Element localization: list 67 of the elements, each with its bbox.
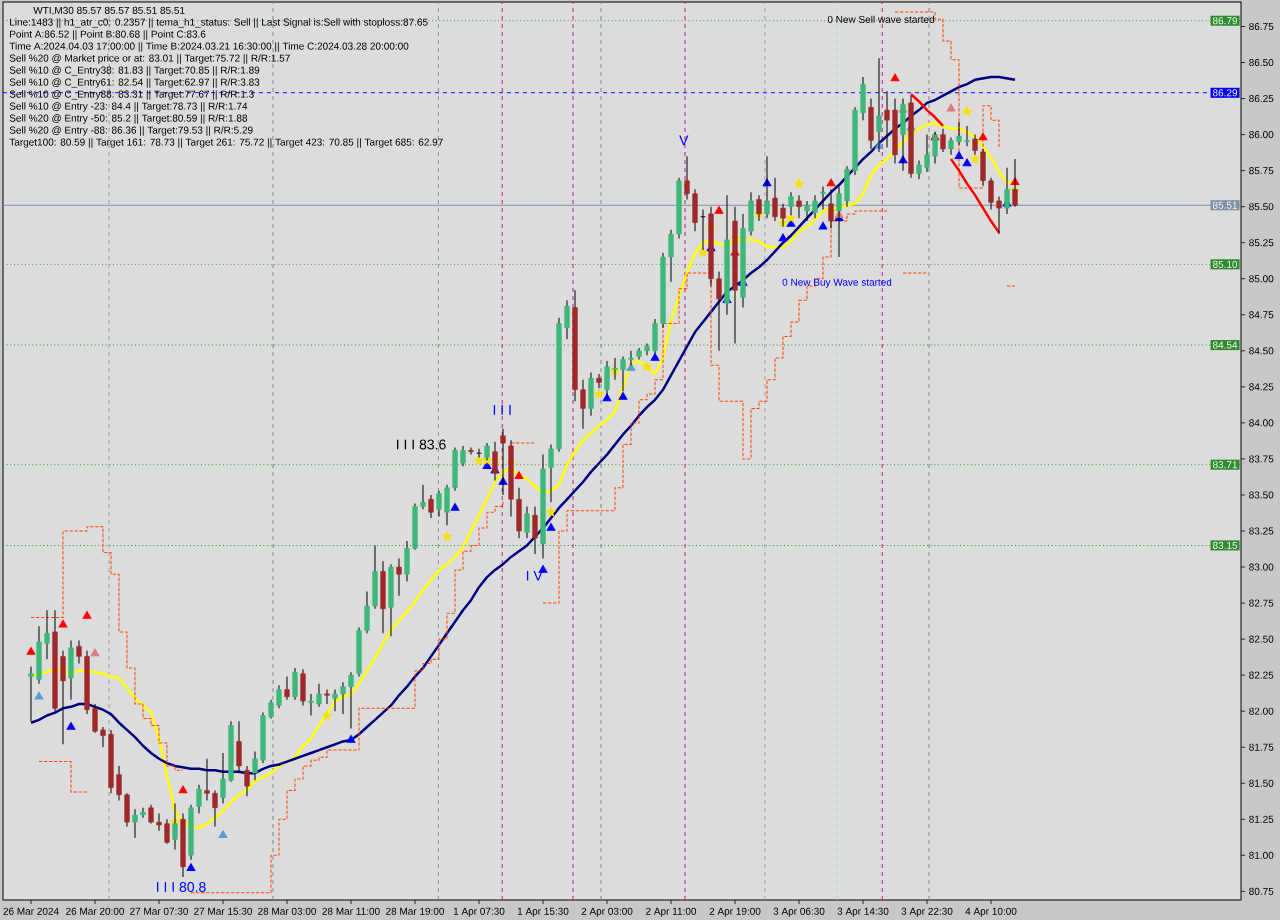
y-tick-label: 82.75 [1249,599,1274,607]
y-tick-label: 82.50 [1249,635,1274,643]
x-tick-label: 28 Mar 03:00 [258,907,317,915]
ref-line-label: 83.71 [1212,461,1238,469]
annotation: Time A:2024.04.03 17:00:00 || Time B:2024.03.21 16:30:00 || Time C:2024.03.28 20:00:00 [9,42,409,52]
x-tick-label: 3 Apr 22:30 [901,907,953,917]
annotation: I I I [493,405,511,415]
chart-title: WTI,M30 85.57 85.57 85.51 85.51 [33,6,185,16]
y-tick-label: 85.75 [1249,167,1274,175]
ref-line-label: 83.15 [1212,541,1238,549]
annotation: Sell %10 @ C_Entry88: 83.31 || Target:77.67 || R/R:1.3 [9,90,254,100]
annotation: 0 New Buy Wave started [782,278,892,288]
x-tick-label: 27 Mar 15:30 [194,907,253,915]
y-tick-label: 81.25 [1249,815,1274,823]
x-tick-label: 26 Mar 20:00 [66,907,125,915]
x-tick-label: 3 Apr 14:30 [837,907,889,917]
x-tick-label: 1 Apr 15:30 [517,907,569,917]
annotation: I I I 83.6 [397,439,446,450]
annotation: V [679,135,689,146]
x-tick-label: 2 Apr 11:00 [646,907,697,917]
y-tick-label: 83.75 [1249,455,1274,463]
y-tick-label: 82.00 [1249,707,1274,715]
y-tick-label: 85.00 [1249,275,1274,283]
y-tick-label: 84.25 [1249,383,1274,391]
annotation: Line:1483 || h1_atr_c0: 0.2357 || tema_h1_status: Sell || Last Signal is:Sell with stoploss:87.65 [10,18,428,28]
y-tick-label: 86.50 [1249,58,1274,67]
y-tick-label: 81.75 [1249,743,1274,751]
annotation: Sell %20 @ Market price or at: 83.01 || Target:75.72 || R/R:1.57 [9,54,290,64]
x-tick-label: 26 Mar 2024 [3,907,59,915]
y-tick-label: 80.75 [1249,887,1274,895]
y-tick-label: 84.00 [1249,419,1274,427]
y-tick-label: 83.50 [1249,491,1274,499]
annotation: Sell %20 @ Entry -50: 85.2 || Target:80.59 || R/R:1.88 [9,114,248,124]
annotation: Sell %10 @ C_Entry61: 82.54 || Target:62.97 || R/R:3.83 [9,78,260,88]
ref-line-label: 85.51 [1212,201,1238,209]
ref-line-label: 84.54 [1212,341,1238,349]
annotation: Sell %10 @ C_Entry38: 81.83 || Target:70.85 || R/R:1.89 [9,66,260,76]
ref-line-label: 86.29 [1212,89,1238,97]
ref-line-label: 85.10 [1212,260,1238,268]
annotation: Sell %20 @ Entry -88: 86.36 || Target:79.53 || R/R:5.29 [9,126,253,136]
x-tick-label: 27 Mar 07:30 [130,907,189,915]
y-tick-label: 84.50 [1249,347,1274,355]
x-tick-label: 1 Apr 07:30 [453,907,505,917]
y-tick-label: 85.25 [1249,239,1274,247]
x-tick-label: 2 Apr 19:00 [709,907,761,917]
ref-line-label: 86.79 [1212,17,1238,25]
y-tick-label: 82.25 [1249,671,1274,679]
annotation: Sell %10 @ Entry -23: 84.4 || Target:78.73 || R/R:1.74 [9,102,248,112]
annotation: Target100: 80.59 || Target 161: 78.73 || Target 261: 75.72 || Target 423: 70.85 || Target 685: 62.97 [9,138,443,148]
x-tick-label: 3 Apr 06:30 [773,907,825,917]
y-tick-label: 84.75 [1249,311,1274,319]
y-tick-label: 86.75 [1249,22,1274,31]
x-tick-label: 4 Apr 10:00 [965,907,1017,917]
x-tick-label: 28 Mar 19:00 [386,907,445,915]
x-tick-label: 2 Apr 03:00 [581,907,633,917]
x-tick-label: 28 Mar 11:00 [322,907,380,915]
y-tick-label: 83.25 [1249,527,1274,535]
y-tick-label: 86.25 [1249,95,1274,103]
annotation: Point A:86.52 || Point B:80.68 || Point C:83.6 [10,30,206,40]
y-tick-label: 81.50 [1249,779,1274,787]
annotation: I V [526,570,543,581]
y-tick-label: 81.00 [1249,851,1274,859]
annotation: 0 New Sell wave started [827,15,934,23]
y-tick-label: 85.50 [1249,203,1274,211]
annotation: I I I 80.8 [157,882,206,892]
y-tick-label: 83.00 [1249,563,1274,571]
y-tick-label: 86.00 [1249,131,1274,139]
